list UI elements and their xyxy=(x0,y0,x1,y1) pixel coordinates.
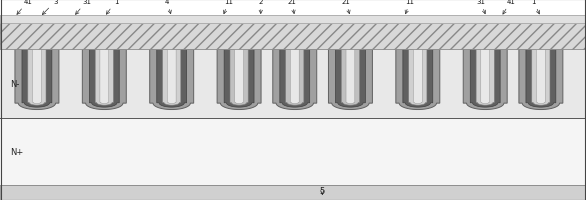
Polygon shape xyxy=(28,50,46,106)
Polygon shape xyxy=(89,50,120,108)
Polygon shape xyxy=(335,50,366,108)
Bar xyxy=(0,118,586,185)
Text: 41: 41 xyxy=(503,0,516,15)
Polygon shape xyxy=(463,50,507,110)
Text: 41: 41 xyxy=(17,0,33,15)
Polygon shape xyxy=(22,50,52,108)
Polygon shape xyxy=(156,50,186,108)
Text: 21: 21 xyxy=(341,0,350,15)
Text: 11: 11 xyxy=(405,0,415,15)
Polygon shape xyxy=(328,50,373,110)
Text: 5: 5 xyxy=(320,187,325,195)
Polygon shape xyxy=(341,50,359,106)
Polygon shape xyxy=(15,50,59,110)
Polygon shape xyxy=(396,50,440,110)
Bar xyxy=(0,16,586,24)
Polygon shape xyxy=(414,50,422,104)
Text: 31: 31 xyxy=(476,0,486,15)
Polygon shape xyxy=(95,50,113,106)
Text: 1: 1 xyxy=(531,0,540,15)
Polygon shape xyxy=(230,50,248,106)
Polygon shape xyxy=(217,50,261,110)
Polygon shape xyxy=(82,50,127,110)
Polygon shape xyxy=(168,50,176,104)
Polygon shape xyxy=(532,50,550,106)
Polygon shape xyxy=(280,50,309,108)
Polygon shape xyxy=(537,50,546,104)
Polygon shape xyxy=(519,50,563,110)
Text: 2: 2 xyxy=(258,0,263,14)
Polygon shape xyxy=(409,50,427,106)
Polygon shape xyxy=(162,50,180,106)
Bar xyxy=(0,50,586,118)
Polygon shape xyxy=(346,50,355,104)
Polygon shape xyxy=(100,50,109,104)
Text: 3: 3 xyxy=(42,0,58,15)
Polygon shape xyxy=(470,50,500,108)
Polygon shape xyxy=(526,50,556,108)
Text: 11: 11 xyxy=(223,0,233,15)
Text: 4: 4 xyxy=(165,0,171,15)
Polygon shape xyxy=(481,50,489,104)
Polygon shape xyxy=(273,50,316,110)
Polygon shape xyxy=(403,50,432,108)
Polygon shape xyxy=(33,50,41,104)
Text: 1: 1 xyxy=(107,0,118,15)
Bar xyxy=(0,24,586,50)
Bar xyxy=(0,50,586,118)
Polygon shape xyxy=(476,50,494,106)
Polygon shape xyxy=(234,50,244,104)
Polygon shape xyxy=(291,50,299,104)
Bar xyxy=(0,185,586,200)
Text: N-: N- xyxy=(11,80,20,88)
Text: N+: N+ xyxy=(11,147,24,156)
Bar xyxy=(0,16,586,24)
Text: 31: 31 xyxy=(76,0,91,15)
Text: 21: 21 xyxy=(287,0,297,15)
Polygon shape xyxy=(224,50,254,108)
Polygon shape xyxy=(150,50,193,110)
Bar xyxy=(0,24,586,50)
Polygon shape xyxy=(286,50,304,106)
